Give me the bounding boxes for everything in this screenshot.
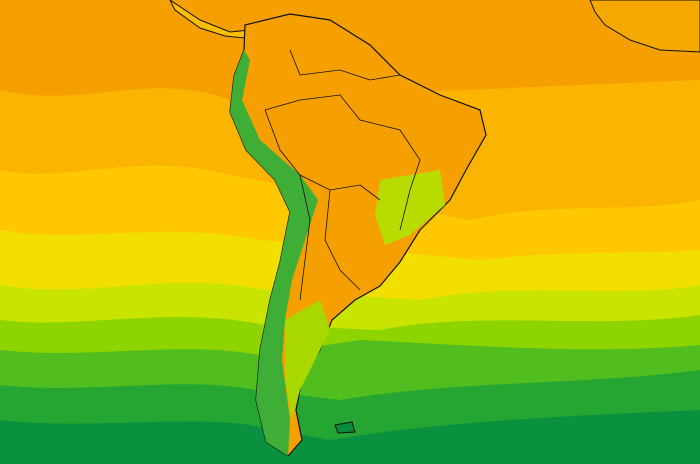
southeast-brazil [375,170,445,245]
africa [589,0,700,53]
falkland-islands [334,421,356,434]
ocean-band [0,410,700,464]
country-borders [264,49,421,301]
andes [230,50,318,456]
patagonia [285,300,330,420]
